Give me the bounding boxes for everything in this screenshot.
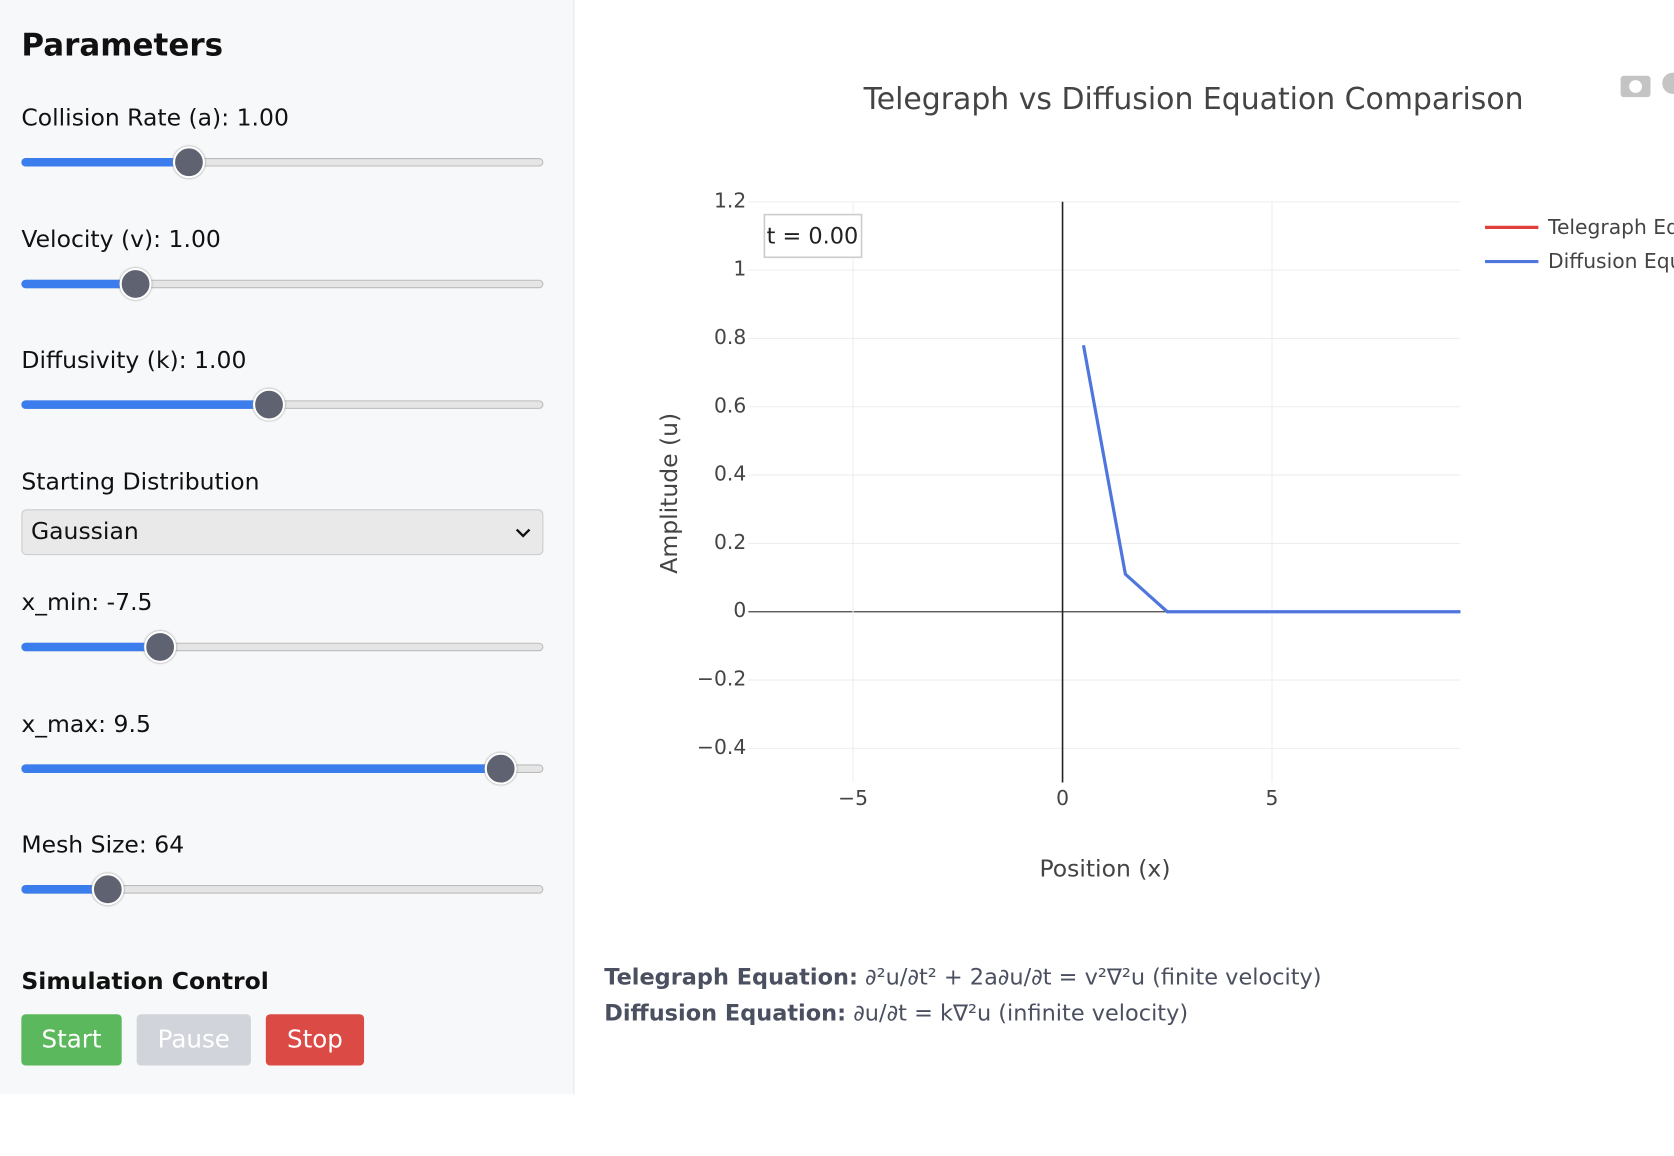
slider-label: Velocity (v): 1.00 (21, 226, 221, 254)
chevron (515, 528, 531, 538)
equation-text: ∂²u/∂t² + 2a∂u/∂t = v²∇²u (finite veloci… (865, 964, 1322, 990)
slider-fill (21, 279, 136, 289)
slider-thumb[interactable] (253, 388, 286, 421)
slider-label: Collision Rate (a): 1.00 (21, 105, 289, 132)
controls-title: Simulation Control (21, 968, 269, 996)
y-tick-label: 1 (733, 257, 746, 281)
slider-fill (21, 400, 270, 409)
zoom-icon[interactable] (1662, 72, 1674, 94)
modebar[interactable] (1620, 72, 1674, 98)
y-tick-label: −0.4 (697, 735, 746, 759)
slider-label: Diffusivity (k): 1.00 (21, 347, 247, 375)
slider-fill (21, 885, 108, 894)
annotation-box (763, 213, 863, 259)
slider-label: Mesh Size: 64 (21, 832, 185, 859)
chart: Telegraph vs Diffusion Equation Comparis… (655, 72, 1674, 883)
chart-title: Telegraph vs Diffusion Equation Comparis… (863, 82, 1524, 117)
y-axis-title: Amplitude (u) (655, 413, 683, 574)
slider-thumb[interactable] (484, 752, 517, 785)
slider-thumb[interactable] (119, 267, 152, 300)
legend-label: Diffusion Equation (1548, 249, 1674, 273)
annotation: t = 0.00 (767, 224, 859, 250)
equation-line: Telegraph Equation: ∂²u/∂t² + 2a∂u/∂t = … (604, 964, 1321, 990)
y-tick-label: 0.4 (714, 462, 746, 486)
y-tick-label: 0.6 (714, 393, 746, 417)
x-tick-label: −5 (838, 786, 868, 810)
x-tick-label: 5 (1266, 786, 1279, 810)
equation-text: ∂u/∂t = k∇²u (infinite velocity) (853, 1000, 1189, 1026)
slider-fill (21, 764, 501, 773)
start-button[interactable]: Start (21, 1014, 122, 1066)
y-tick-label: 1.2 (714, 188, 746, 212)
y-tick-label: 0 (733, 598, 746, 622)
y-tick-label: −0.2 (697, 667, 746, 691)
camera-lens (1629, 80, 1642, 93)
select-value: Gaussian (30, 518, 139, 546)
slider-label: x_max: 9.5 (21, 711, 151, 739)
sidebar: Parameters Starting Distribution Gaussia… (0, 0, 575, 1095)
slider-label: x_min: -7.5 (21, 589, 153, 617)
y-tick-label: 0.2 (714, 530, 746, 554)
x-axis-title: Position (x) (1039, 855, 1170, 883)
equation-line: Diffusion Equation: ∂u/∂t = k∇²u (infini… (604, 1000, 1188, 1026)
legend-label: Telegraph Equation (1547, 215, 1674, 239)
x-tick-label: 0 (1056, 786, 1069, 810)
distribution-select[interactable]: Gaussian (21, 509, 544, 556)
slider-thumb[interactable] (91, 873, 124, 906)
equation-name: Telegraph Equation: (604, 964, 858, 990)
slider-fill (21, 158, 189, 167)
select-label: Starting Distribution (21, 469, 260, 496)
stop-button[interactable]: Stop (265, 1014, 365, 1066)
slider-thumb[interactable] (144, 630, 177, 663)
sidebar-title: Parameters (21, 26, 224, 63)
pause-button[interactable]: Pause (136, 1014, 251, 1066)
slider-thumb[interactable] (172, 146, 205, 179)
slider-fill (21, 642, 161, 652)
y-tick-label: 0.8 (714, 325, 746, 349)
equation-name: Diffusion Equation: (604, 1000, 847, 1026)
series-line (1081, 344, 1461, 614)
